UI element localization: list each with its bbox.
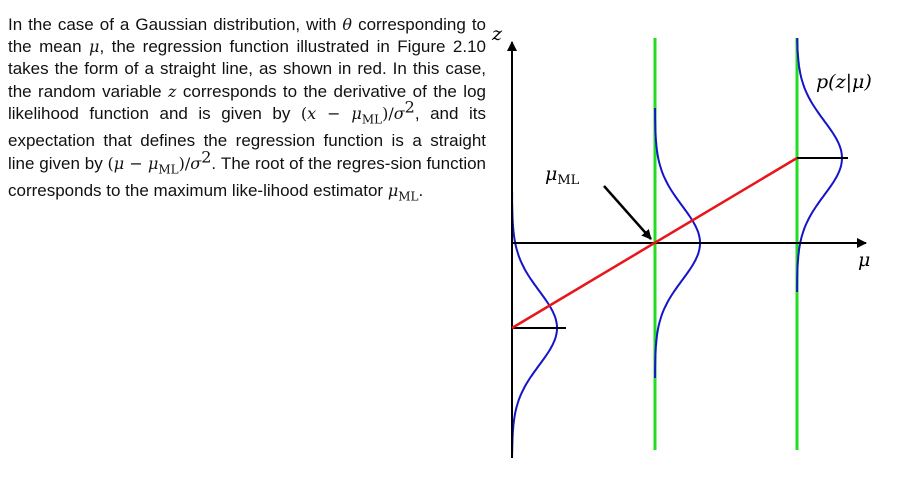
regression-expression: (μ − μML)/σ2 bbox=[107, 146, 212, 176]
regression-line bbox=[511, 156, 798, 330]
density-label: p(z|μ) bbox=[816, 71, 872, 93]
mu-axis-label: μ bbox=[858, 249, 870, 271]
gaussian-curve-right bbox=[796, 37, 844, 292]
score-expression: (x − μML)/σ2 bbox=[300, 97, 415, 127]
caption-text-3: , the regression function illustrated in… bbox=[8, 37, 486, 101]
theta-symbol: θ bbox=[342, 15, 353, 34]
mu-symbol: μ bbox=[89, 37, 100, 57]
caption-text-2: corresponding to the mean bbox=[8, 15, 486, 57]
figure-caption: In the case of a Gaussian distribution, … bbox=[8, 14, 486, 208]
mu-ml-label: μML bbox=[545, 163, 580, 188]
z-axis-label: z bbox=[491, 23, 503, 45]
caption-text-1: In the case of a Gaussian distribution, … bbox=[8, 15, 343, 34]
caption-text-4: corresponds to the derivative of the log… bbox=[8, 81, 486, 123]
caption-text-5: , and its expectation that defines the r… bbox=[8, 103, 486, 173]
caption-text-7: . bbox=[418, 181, 424, 201]
mu-ml-arrow bbox=[603, 185, 652, 240]
caption-text-6: . The root of the regres-sion function c… bbox=[8, 153, 487, 201]
z-symbol: z bbox=[168, 81, 177, 101]
mu-ml-expression: μML bbox=[387, 181, 419, 204]
gaussian-curve-left bbox=[511, 185, 558, 457]
